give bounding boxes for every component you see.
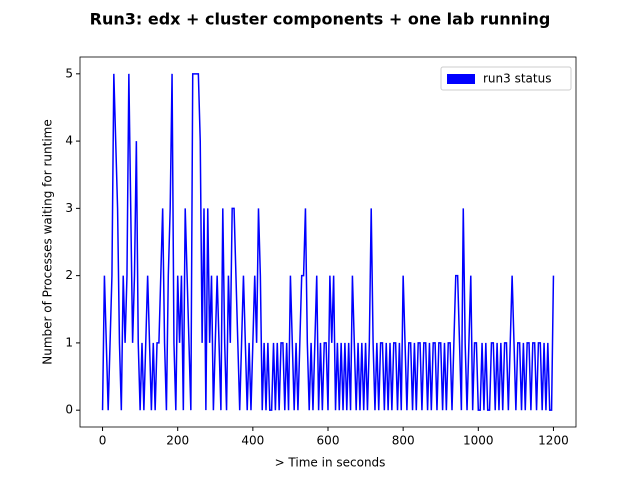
chart-title: Run3: edx + cluster components + one lab… <box>90 10 551 29</box>
x-tick-label: 400 <box>241 434 264 448</box>
plot-frame <box>79 56 577 428</box>
y-tick-label: 4 <box>65 134 73 148</box>
legend-box <box>440 66 572 91</box>
x-tick-label: 600 <box>317 434 340 448</box>
data-line <box>101 73 555 411</box>
y-tick-label: 5 <box>65 66 73 80</box>
y-tick-label: 3 <box>65 201 73 215</box>
x-tick-label: 800 <box>392 434 415 448</box>
x-tick-label: 0 <box>99 434 107 448</box>
legend-label: run3 status <box>483 72 551 86</box>
x-tick-label: 1000 <box>463 434 494 448</box>
y-tick-label: 2 <box>65 268 73 282</box>
y-tick-label: 1 <box>65 335 73 349</box>
legend-swatch <box>447 74 475 84</box>
x-tick-label: 200 <box>166 434 189 448</box>
y-tick-label: 0 <box>65 403 73 417</box>
x-axis-label: > Time in seconds <box>275 456 386 470</box>
x-tick-label: 1200 <box>538 434 569 448</box>
y-axis-label: Number of Processes waiting for runtime <box>41 119 55 365</box>
